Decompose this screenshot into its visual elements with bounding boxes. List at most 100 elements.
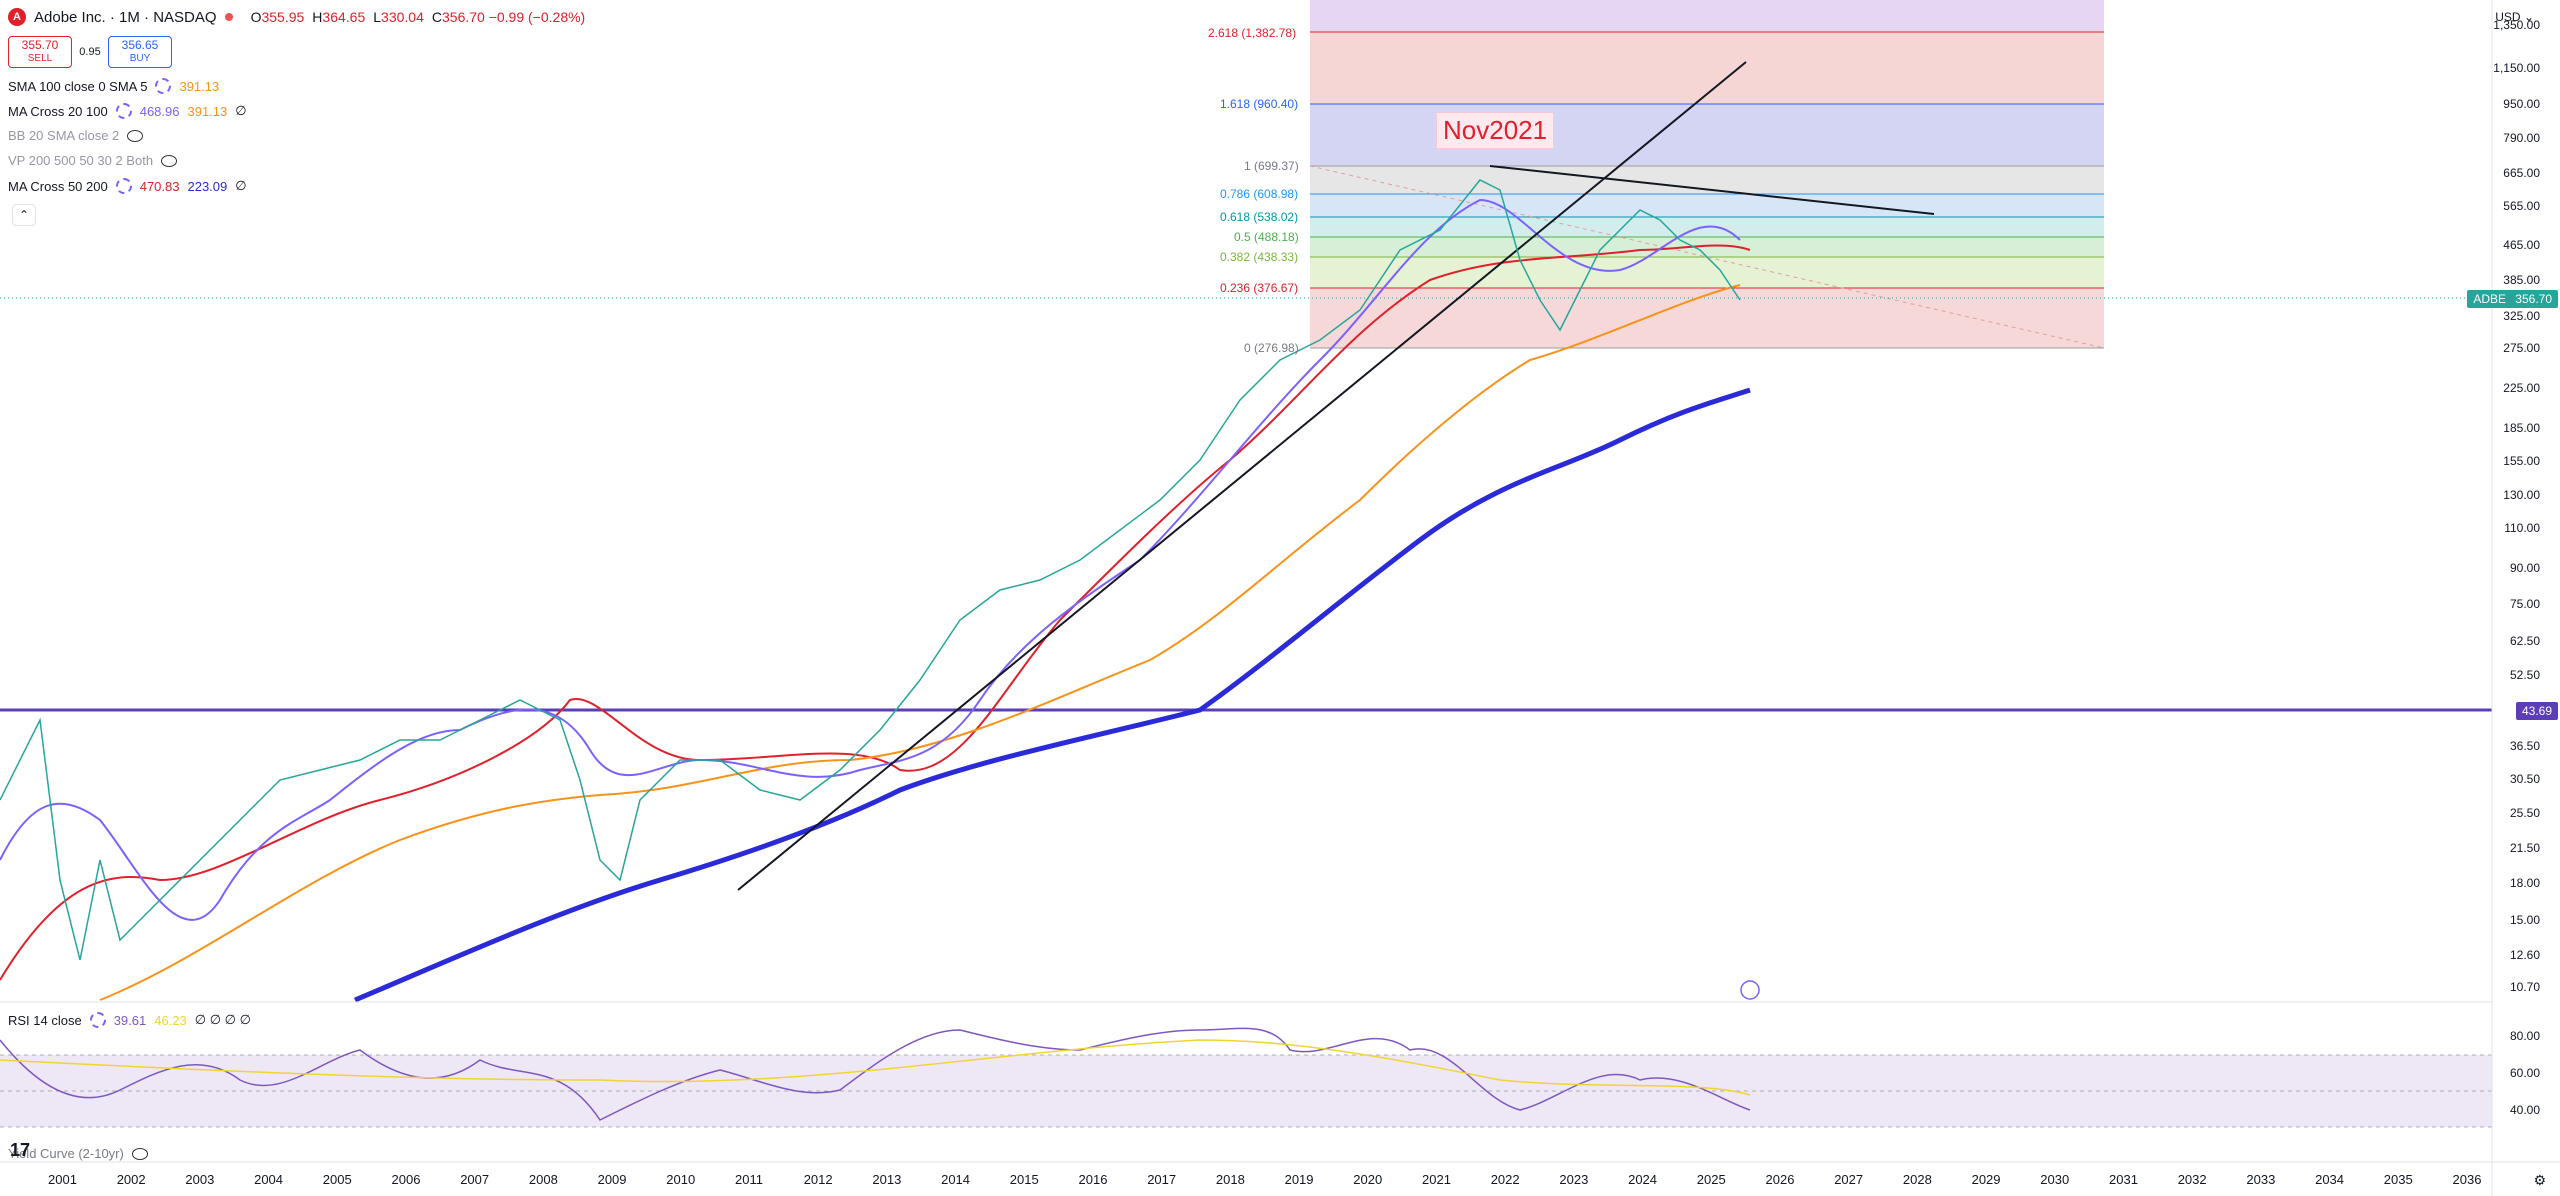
buy-button[interactable]: 356.65 BUY [108,36,172,68]
time-axis-label: 2016 [1078,1172,1108,1187]
settings-icon[interactable] [115,103,132,119]
indicator-value: 223.09 [187,178,228,194]
tradingview-logo-icon[interactable]: 17 [10,1140,31,1160]
indicator-extra: ∅ [235,103,247,118]
sell-button[interactable]: 355.70 SELL [8,36,72,68]
trendline-down[interactable] [1489,165,1935,215]
time-axis-label: 2012 [803,1172,833,1187]
chevron-up-icon: ⌃ [18,208,30,222]
hidden-eye-icon[interactable] [161,154,178,167]
time-axis-label: 2020 [1353,1172,1383,1187]
indicator-vp[interactable]: VP 200 500 50 30 2 Both [8,153,178,168]
collapse-legend-button[interactable]: ⌃ [12,204,36,226]
trendline-up[interactable] [737,61,1747,891]
price-axis-label: 325.00 [2503,309,2540,323]
settings-icon[interactable] [89,1012,106,1028]
yield-curve-legend[interactable]: Yield Curve (2-10yr) [8,1146,148,1161]
indicator-sma100[interactable]: SMA 100 close 0 SMA 5 391.13 [8,78,219,94]
price-axis-label: 790.00 [2503,131,2540,145]
ma-50-line[interactable] [0,244,1751,981]
price-axis-label: 565.00 [2503,199,2540,213]
fib-label: 0.786 (608.98) [1220,187,1299,201]
adobe-logo-icon: A [8,8,26,26]
time-axis-label: 2026 [1765,1172,1795,1187]
fib-zone-0786 [1310,194,2104,217]
time-axis-label: 2013 [872,1172,902,1187]
time-axis-label: 2028 [1902,1172,1932,1187]
time-axis-label: 2005 [322,1172,352,1187]
settings-icon[interactable] [115,178,132,194]
time-axis-label: 2004 [254,1172,284,1187]
sell-price: 355.70 [21,38,59,52]
price-axis-label: 950.00 [2503,97,2540,111]
time-axis-label: 2036 [2452,1172,2482,1187]
ma-200-line[interactable] [354,387,1751,1003]
price-axis-label: 12.60 [2509,948,2540,962]
hidden-eye-icon[interactable] [127,129,144,142]
rsi-value: 39.61 [113,1012,147,1028]
indicator-macross-20-100[interactable]: MA Cross 20 100 468.96 391.13 ∅ [8,103,247,119]
price-axis-label: 10.70 [2509,980,2540,994]
fib-label: 0.236 (376.67) [1220,281,1299,295]
buy-price: 356.65 [121,38,159,52]
price-axis-label: 155.00 [2503,454,2540,468]
time-axis-label: 2031 [2109,1172,2138,1187]
time-axis-label: 2021 [1422,1172,1451,1187]
time-axis-label: 2022 [1490,1172,1520,1187]
event-marker[interactable] [1740,980,1760,1000]
price-axis-label: 30.50 [2509,772,2540,786]
ma-100-line[interactable] [99,284,1741,1001]
annotation-label[interactable]: Nov2021 [1436,112,1555,149]
rsi-axis-label: 80.00 [2509,1029,2540,1043]
rsi-ma-line[interactable] [0,1039,1751,1096]
fib-zone-05 [1310,237,2104,257]
indicator-value: 468.96 [139,103,180,119]
ma-20-line[interactable] [0,198,1741,921]
indicator-macross-50-200[interactable]: MA Cross 50 200 470.83 223.09 ∅ [8,178,247,194]
indicator-extra: ∅ [235,178,247,193]
rsi-band [0,1055,2492,1127]
indicator-name: SMA 100 close 0 SMA 5 [8,78,148,94]
fib-zone-1618 [1310,104,2104,166]
price-axis-label: 665.00 [2503,166,2540,180]
fib-label: 0.382 (438.33) [1220,250,1299,264]
time-axis-label: 2030 [2040,1172,2070,1187]
time-axis-label: 2032 [2177,1172,2207,1187]
time-axis-label: 2023 [1559,1172,1589,1187]
symbol-legend[interactable]: A Adobe Inc. · 1M · NASDAQ O355.95 H364.… [8,8,585,26]
time-axis-label: 2019 [1284,1172,1314,1187]
settings-icon[interactable]: ⚙ [2533,1172,2546,1188]
hline-price-tag: 43.69 [2515,702,2558,720]
time-axis-label: 2007 [460,1172,490,1187]
time-axis-label: 2003 [185,1172,215,1187]
ohlc-value: 355.95 [261,9,305,25]
indicator-bb[interactable]: BB 20 SMA close 2 [8,128,144,143]
fib-label: 0.618 (538.02) [1220,210,1299,224]
currency-label: USD [2495,10,2521,24]
ohlc-value: 364.65 [322,9,366,25]
spread-value: 0.95 [79,46,101,58]
price-axis-label: 75.00 [2509,597,2540,611]
ohlc-value: 356.70 −0.99 (−0.28%) [442,9,586,25]
price-axis-label: 90.00 [2509,561,2540,575]
fib-label: 0 (276.98) [1244,341,1299,355]
time-axis-label: 2010 [666,1172,696,1187]
fib-zone-2618 [1310,32,2104,104]
price-axis-label: 185.00 [2503,421,2540,435]
settings-icon[interactable] [155,78,172,94]
candles [0,179,1741,961]
time-axis-label: 2027 [1834,1172,1864,1187]
price-axis-label: 465.00 [2503,238,2540,252]
ohlc-value: 330.04 [381,9,424,25]
price-axis-label: 21.50 [2509,841,2540,855]
price-axis-label: 15.00 [2509,913,2540,927]
symbol-title[interactable]: Adobe Inc. · 1M · NASDAQ [34,8,217,26]
currency-selector[interactable]: USD ⌄ [2495,10,2534,24]
hidden-eye-icon[interactable] [131,1147,148,1160]
indicator-value: 391.13 [187,103,228,119]
price-axis-label: 36.50 [2509,739,2540,753]
fib-zone-0236 [1310,288,2104,348]
ohlc-key: O [250,9,262,25]
rsi-legend[interactable]: RSI 14 close 39.61 46.23 ∅ ∅ ∅ ∅ [8,1012,251,1028]
